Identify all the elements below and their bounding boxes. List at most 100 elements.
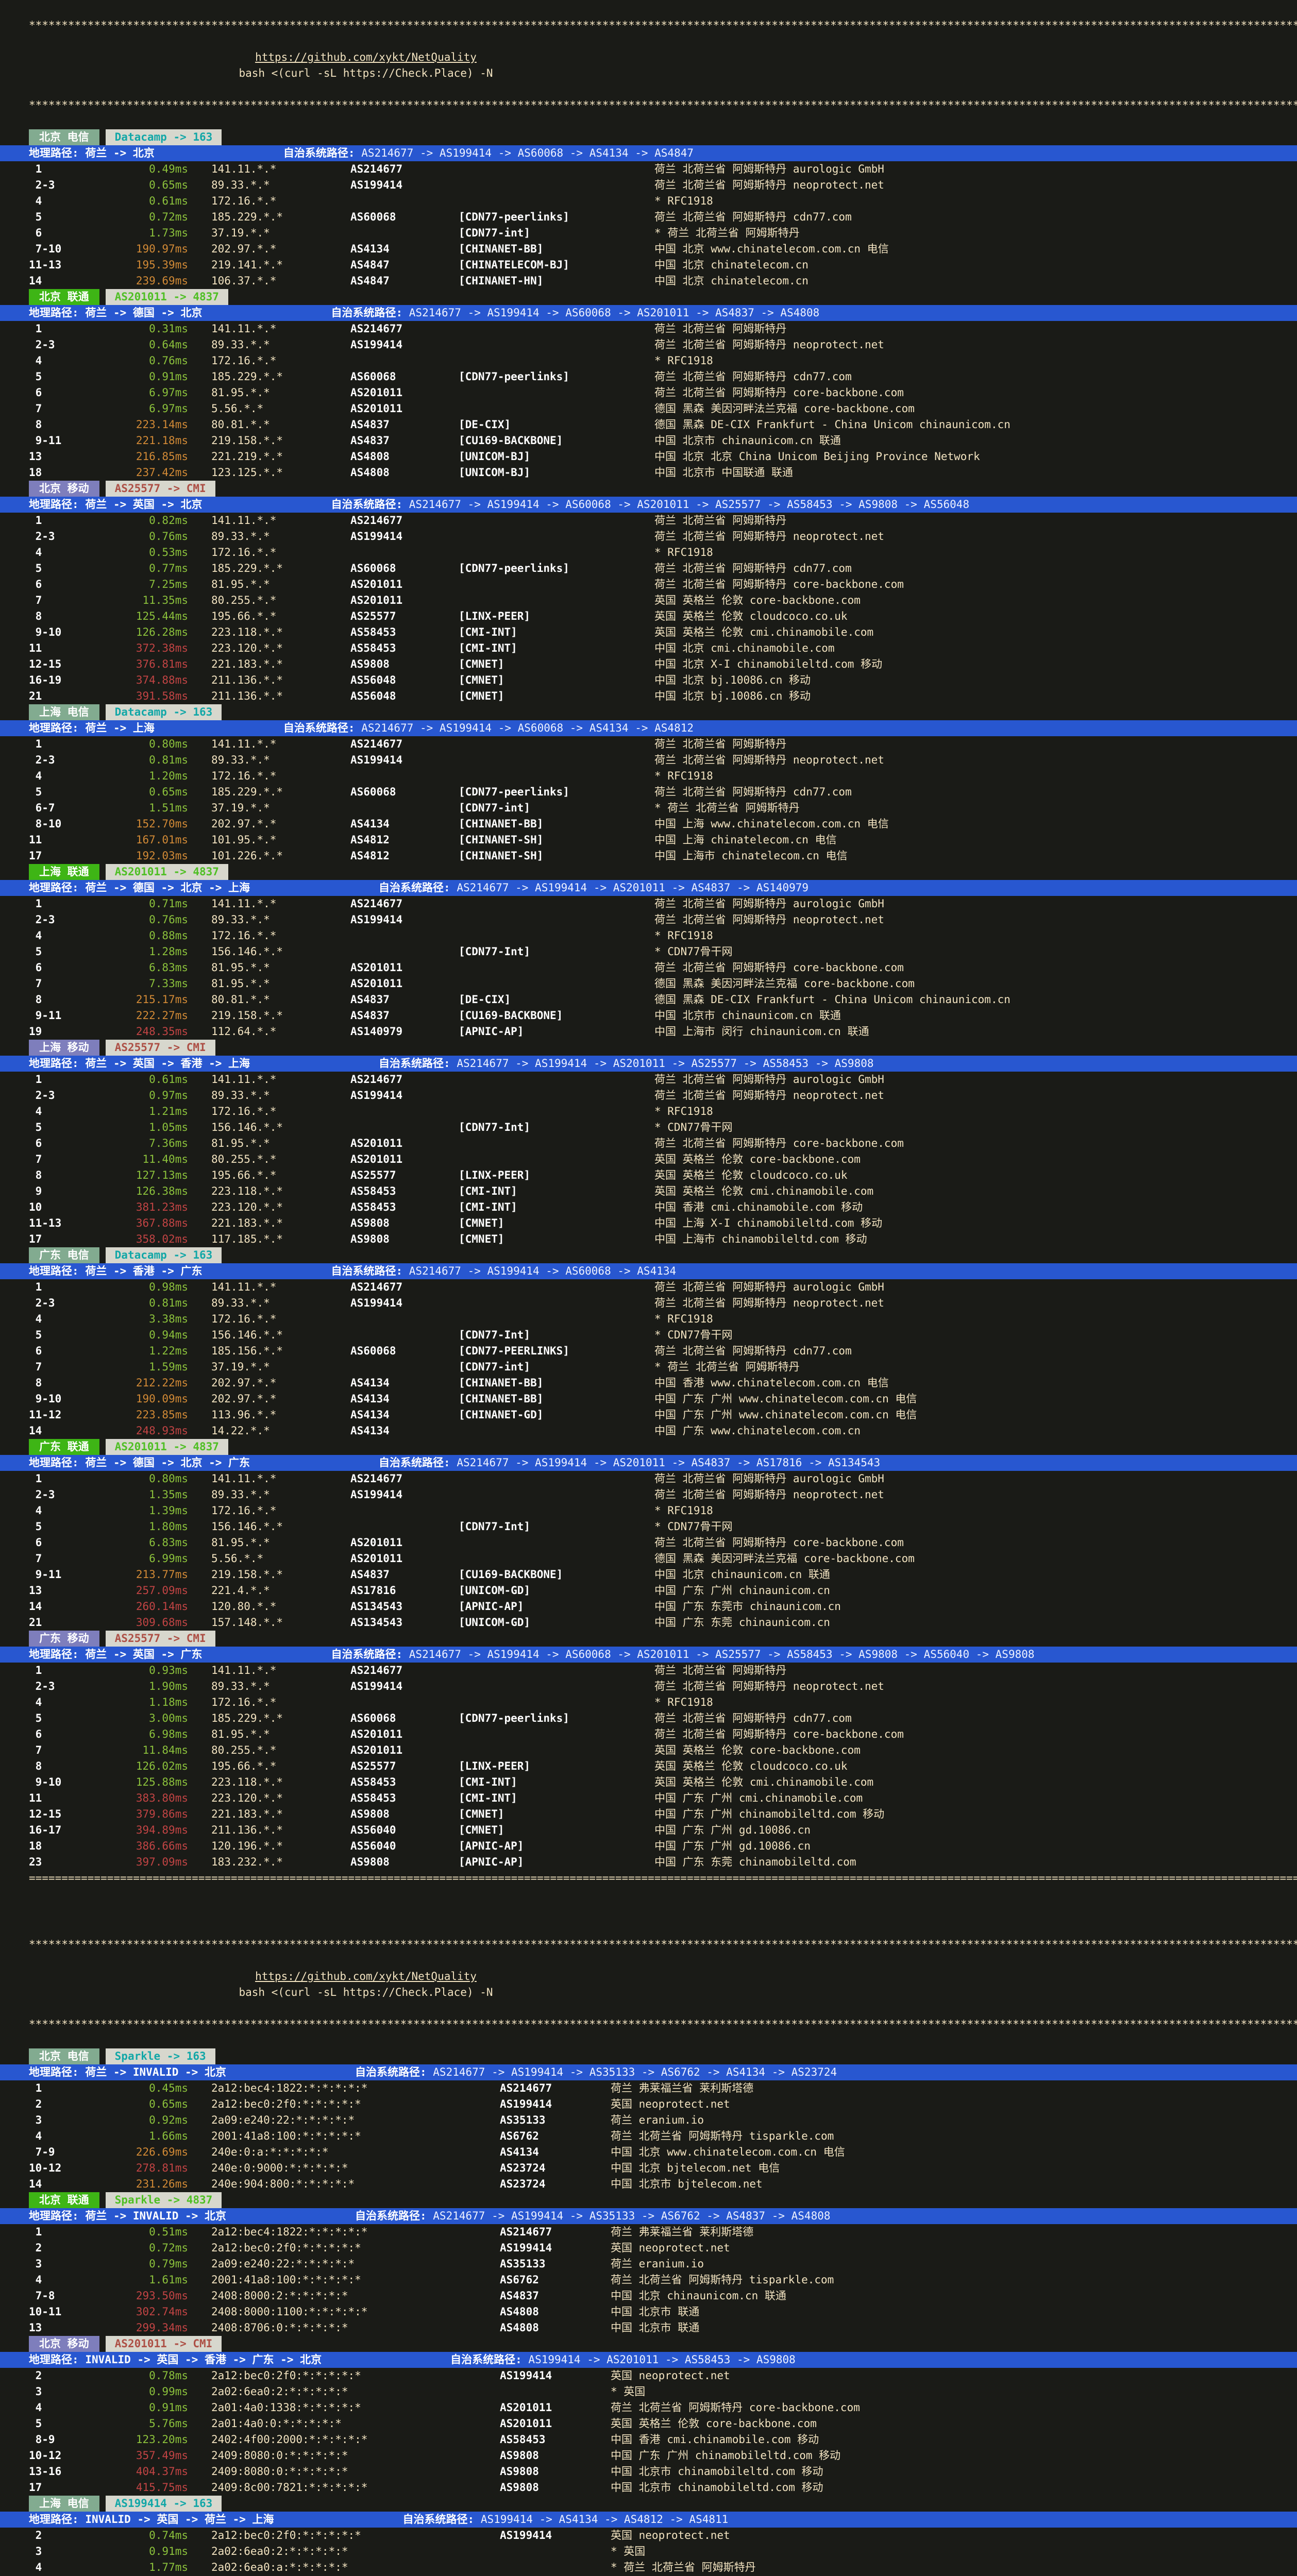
trace-row: 14 248.93ms 14.22.*.* AS4134 中国 广东 www.c…: [0, 1423, 1297, 1439]
location-cell: 荷兰 北荷兰省 阿姆斯特丹 neoprotect.net: [654, 1297, 884, 1309]
repo-link[interactable]: https://github.com/xykt/NetQuality: [255, 1970, 477, 1982]
stars-separator: ****************************************…: [29, 1938, 1297, 1951]
ip-cell: 185.229.*.*: [211, 786, 283, 798]
asn-cell: AS56040: [350, 1824, 396, 1836]
latency-cell: 404.37ms: [136, 2465, 188, 2478]
tag-cell: [CMI-INT]: [459, 1792, 517, 1804]
trace-row: 10-12 357.49ms 2409:8080:0:*:*:*:*:* AS9…: [0, 2448, 1297, 2464]
location-cell: 中国 广东 广州 chinamobileltd.com 移动: [654, 1808, 885, 1820]
latency-cell: 0.88ms: [149, 929, 188, 942]
trace-row: 7 7.33ms 81.95.*.* AS201011 德国 黑森 美因河畔法兰…: [0, 976, 1297, 992]
asn-cell: AS35133: [500, 2258, 546, 2270]
tag-cell: [UNICOM-BJ]: [459, 466, 531, 479]
latency-cell: 6.98ms: [149, 1728, 188, 1740]
asn-cell: AS199414: [350, 530, 403, 543]
hop-cell: 5: [29, 2417, 42, 2430]
latency-cell: 383.80ms: [136, 1792, 188, 1804]
trace-row: 13 257.09ms 221.4.*.* AS17816 [UNICOM-GD…: [0, 1583, 1297, 1599]
city-isp-badge: 北京 电信: [29, 129, 99, 145]
location-cell: 英国 neoprotect.net: [611, 2369, 730, 2382]
location-cell: 荷兰 北荷兰省 阿姆斯特丹 cdn77.com: [654, 370, 852, 383]
ip-cell: 221.183.*.*: [211, 1808, 283, 1820]
route-badge: Datacamp -> 163: [105, 704, 222, 720]
trace-row: 3 0.91ms 2a02:6ea0:2:*:*:*:*:* * 英国: [0, 2544, 1297, 2560]
latency-cell: 7.33ms: [149, 977, 188, 990]
latency-cell: 6.97ms: [149, 402, 188, 415]
hop-cell: 6: [29, 961, 42, 974]
route-section: 上海 移动 AS25577 -> CMI 地理路径: 荷兰 -> 英国 -> 香…: [0, 1040, 1297, 1247]
asn-cell: AS199414: [350, 1089, 403, 1101]
ip-cell: 123.125.*.*: [211, 466, 283, 479]
hop-cell: 21: [29, 1616, 42, 1629]
tag-cell: [CMNET]: [459, 1233, 504, 1245]
ip-cell: 89.33.*.*: [211, 1680, 270, 1692]
tag-cell: [UNICOM-BJ]: [459, 450, 531, 463]
tag-cell: [459, 1471, 654, 1487]
route-badge: Sparkle -> 4837: [105, 2192, 222, 2208]
tag-cell: [459, 1279, 654, 1295]
asn-cell: AS35133: [500, 2114, 546, 2126]
hop-cell: 8: [29, 1377, 42, 1389]
route-section: 上海 电信 AS199414 -> 163 地理路径: INVALID -> 英…: [0, 2496, 1297, 2576]
latency-cell: 381.23ms: [136, 1201, 188, 1213]
location-cell: 中国 北京市 联通: [611, 2306, 700, 2318]
asn-cell: AS214677: [350, 514, 403, 527]
trace-row: 7 6.97ms 5.56.*.* AS201011 德国 黑森 美因河畔法兰克…: [0, 401, 1297, 417]
ip-cell: 185.156.*.*: [211, 1345, 283, 1357]
trace-row: 21 391.58ms 211.136.*.* AS56048 [CMNET] …: [0, 688, 1297, 704]
location-cell: 中国 香港 www.chinatelecom.com.cn 电信: [654, 1377, 889, 1389]
location-cell: 中国 上海 chinatelecom.cn 电信: [654, 834, 837, 846]
as-path-value: AS214677 -> AS199414 -> AS60068 -> AS413…: [361, 722, 694, 734]
geo-path-label: 地理路径:: [29, 307, 79, 319]
asn-cell: AS9808: [350, 1808, 390, 1820]
asn-cell: AS201011: [350, 1728, 403, 1740]
stars-separator: ****************************************…: [29, 99, 1297, 111]
trace-row: 6 7.25ms 81.95.*.* AS201011 荷兰 北荷兰省 阿姆斯特…: [0, 577, 1297, 592]
path-bar: 地理路径: 荷兰 -> 英国 -> 广东 自治系统路径: AS214677 ->…: [0, 1647, 1297, 1663]
trace-row: 6 1.22ms 185.156.*.* AS60068 [CDN77-PEER…: [0, 1343, 1297, 1359]
ip-cell: 2a01:4a0:1338:*:*:*:*:*: [211, 2401, 361, 2414]
ip-cell: 172.16.*.*: [211, 770, 277, 782]
hop-cell: 2: [29, 2242, 42, 2254]
hop-cell: 2: [29, 2369, 42, 2382]
section-badges: 北京 移动 AS25577 -> CMI: [0, 481, 1297, 497]
trace-row: 4 0.76ms 172.16.*.* * RFC1918: [0, 353, 1297, 369]
latency-cell: 248.93ms: [136, 1425, 188, 1437]
repo-link[interactable]: https://github.com/xykt/NetQuality: [255, 51, 477, 63]
latency-cell: 1.77ms: [149, 2561, 188, 2573]
location-cell: * RFC1918: [654, 1504, 713, 1517]
tag-cell: [CDN77-int]: [459, 227, 531, 239]
section-badges: 广东 电信 Datacamp -> 163: [0, 1247, 1297, 1263]
ip-cell: 80.255.*.*: [211, 1153, 277, 1165]
path-bar: 地理路径: 荷兰 -> 德国 -> 北京 自治系统路径: AS214677 ->…: [0, 305, 1297, 321]
ip-cell: 240e:0:a:*:*:*:*:*: [211, 2146, 329, 2158]
ip-cell: 2a12:bec4:1822:*:*:*:*:*: [211, 2082, 368, 2094]
trace-row: 10-12 278.81ms 240e:0:9000:*:*:*:*:* AS2…: [0, 2160, 1297, 2176]
location-cell: 荷兰 北荷兰省 阿姆斯特丹 cdn77.com: [654, 1345, 852, 1357]
asn-cell: AS56048: [350, 690, 396, 702]
latency-cell: 394.89ms: [136, 1824, 188, 1836]
route-badge: AS201011 -> 4837: [105, 289, 228, 305]
geo-path-value: 荷兰 -> 上海: [85, 722, 155, 734]
trace-row: 1 0.80ms 141.11.*.* AS214677 荷兰 北荷兰省 阿姆斯…: [0, 736, 1297, 752]
ip-cell: 81.95.*.*: [211, 1728, 270, 1740]
city-isp-badge: 上海 电信: [29, 2496, 99, 2512]
location-cell: * RFC1918: [654, 1105, 713, 1117]
asn-cell: AS9808: [500, 2449, 539, 2462]
location-cell: 英国 英格兰 伦敦 cmi.chinamobile.com: [654, 1185, 874, 1197]
location-cell: 荷兰 北荷兰省 阿姆斯特丹 neoprotect.net: [654, 1488, 884, 1501]
trace-row: 18 237.42ms 123.125.*.* AS4808 [UNICOM-B…: [0, 465, 1297, 481]
ip-cell: 141.11.*.*: [211, 1281, 277, 1293]
hop-cell: 4: [29, 929, 42, 942]
ip-cell: 120.80.*.*: [211, 1600, 277, 1613]
hop-cell: 2-3: [29, 1680, 55, 1692]
asn-cell: AS6762: [500, 2274, 539, 2286]
as-path-value: AS214677 -> AS199414 -> AS201011 -> AS25…: [457, 1057, 874, 1070]
tag-cell: [APNIC-AP]: [459, 1856, 524, 1868]
latency-cell: 0.31ms: [149, 323, 188, 335]
trace-row: 4 3.38ms 172.16.*.* * RFC1918: [0, 1311, 1297, 1327]
route-section: 北京 电信 Datacamp -> 163 地理路径: 荷兰 -> 北京 自治系…: [0, 129, 1297, 289]
hop-cell: 6: [29, 578, 42, 590]
trace-row: 17 415.75ms 2409:8c00:7821:*:*:*:*:* AS9…: [0, 2480, 1297, 2496]
location-cell: * RFC1918: [654, 546, 713, 558]
